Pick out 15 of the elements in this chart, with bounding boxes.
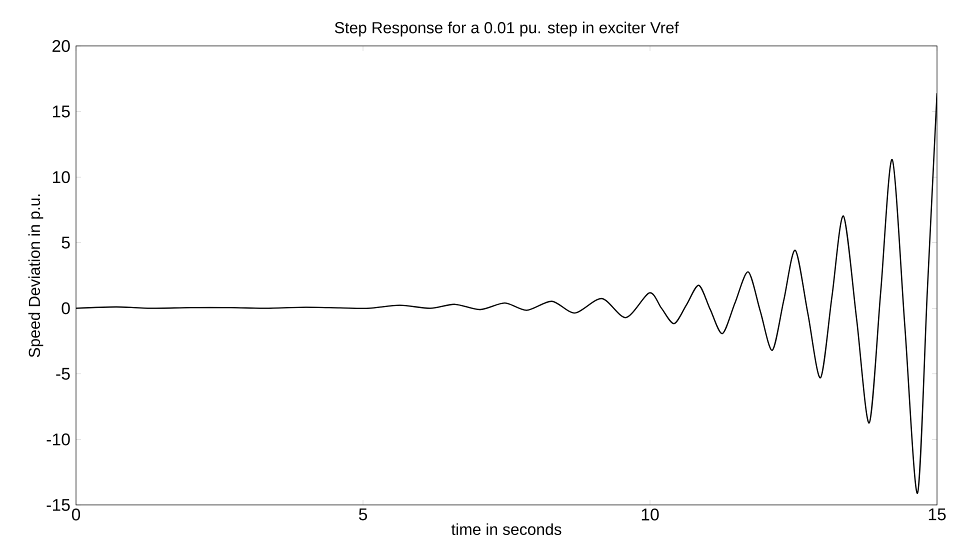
y-axis-title: Speed Deviation in p.u.: [28, 194, 44, 358]
y-tick-label: 20: [52, 40, 70, 52]
y-tick-label: -15: [46, 499, 70, 511]
y-tick-label: 15: [52, 106, 70, 118]
y-tick-label: -10: [46, 433, 70, 446]
y-tick-label: -5: [56, 368, 70, 380]
y-tick-label: 10: [52, 171, 70, 184]
x-tick-label: 15: [928, 508, 946, 520]
chart-title: Step Response for a 0.01 pu. step in exciter Vref: [334, 22, 679, 36]
x-tick-label: 0: [72, 508, 80, 520]
y-tick-label: 0: [62, 302, 70, 314]
y-tick-label: 5: [62, 236, 70, 249]
x-tick-label: 5: [358, 508, 368, 520]
x-tick-label: 10: [642, 508, 659, 520]
x-axis-title: time in seconds: [451, 523, 562, 536]
